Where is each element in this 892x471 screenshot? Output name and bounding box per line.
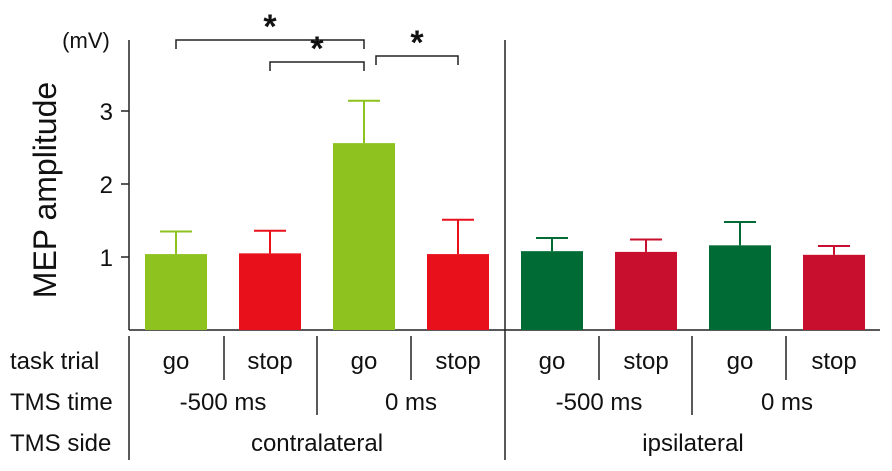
tms-time-cell: 0 ms <box>385 389 437 416</box>
row-label-task: task trial <box>10 348 99 375</box>
task-trial-cell: stop <box>247 348 292 375</box>
task-trial-cell: go <box>539 348 566 375</box>
bar-contralateral-stop <box>239 253 301 330</box>
y-tick-label: 2 <box>100 172 113 199</box>
row-label-side: TMS side <box>10 430 111 457</box>
tms-side-cell: ipsilateral <box>642 430 743 457</box>
task-trial-cell: go <box>163 348 190 375</box>
tms-time-cell: -500 ms <box>180 389 267 416</box>
y-tick-label: 3 <box>100 99 113 126</box>
significance-bracket <box>375 55 459 65</box>
bar-contralateral-stop <box>427 254 489 330</box>
task-trial-cell: stop <box>623 348 668 375</box>
tms-time-cell: -500 ms <box>556 389 643 416</box>
task-trial-cell: stop <box>435 348 480 375</box>
task-trial-cell: stop <box>811 348 856 375</box>
bar-contralateral-go <box>333 143 395 330</box>
y-axis-label: MEP amplitude <box>27 82 63 298</box>
row-label-time: TMS time <box>10 389 113 416</box>
bar-ipsilateral-go <box>709 245 771 330</box>
bar-contralateral-go <box>145 254 207 330</box>
task-trial-cell: go <box>351 348 378 375</box>
tms-time-cell: 0 ms <box>761 389 813 416</box>
significance-bracket <box>175 39 365 49</box>
significance-star: * <box>310 30 324 68</box>
task-trial-cell: go <box>727 348 754 375</box>
tms-side-cell: contralateral <box>251 430 383 457</box>
bar-ipsilateral-stop <box>615 251 677 330</box>
y-unit-label: (mV) <box>62 28 110 53</box>
y-tick-label: 1 <box>100 245 113 272</box>
significance-star: * <box>410 24 424 62</box>
bar-ipsilateral-go <box>521 251 583 330</box>
significance-star: * <box>263 8 277 46</box>
significance-bracket <box>269 61 365 71</box>
bar-ipsilateral-stop <box>803 254 865 330</box>
